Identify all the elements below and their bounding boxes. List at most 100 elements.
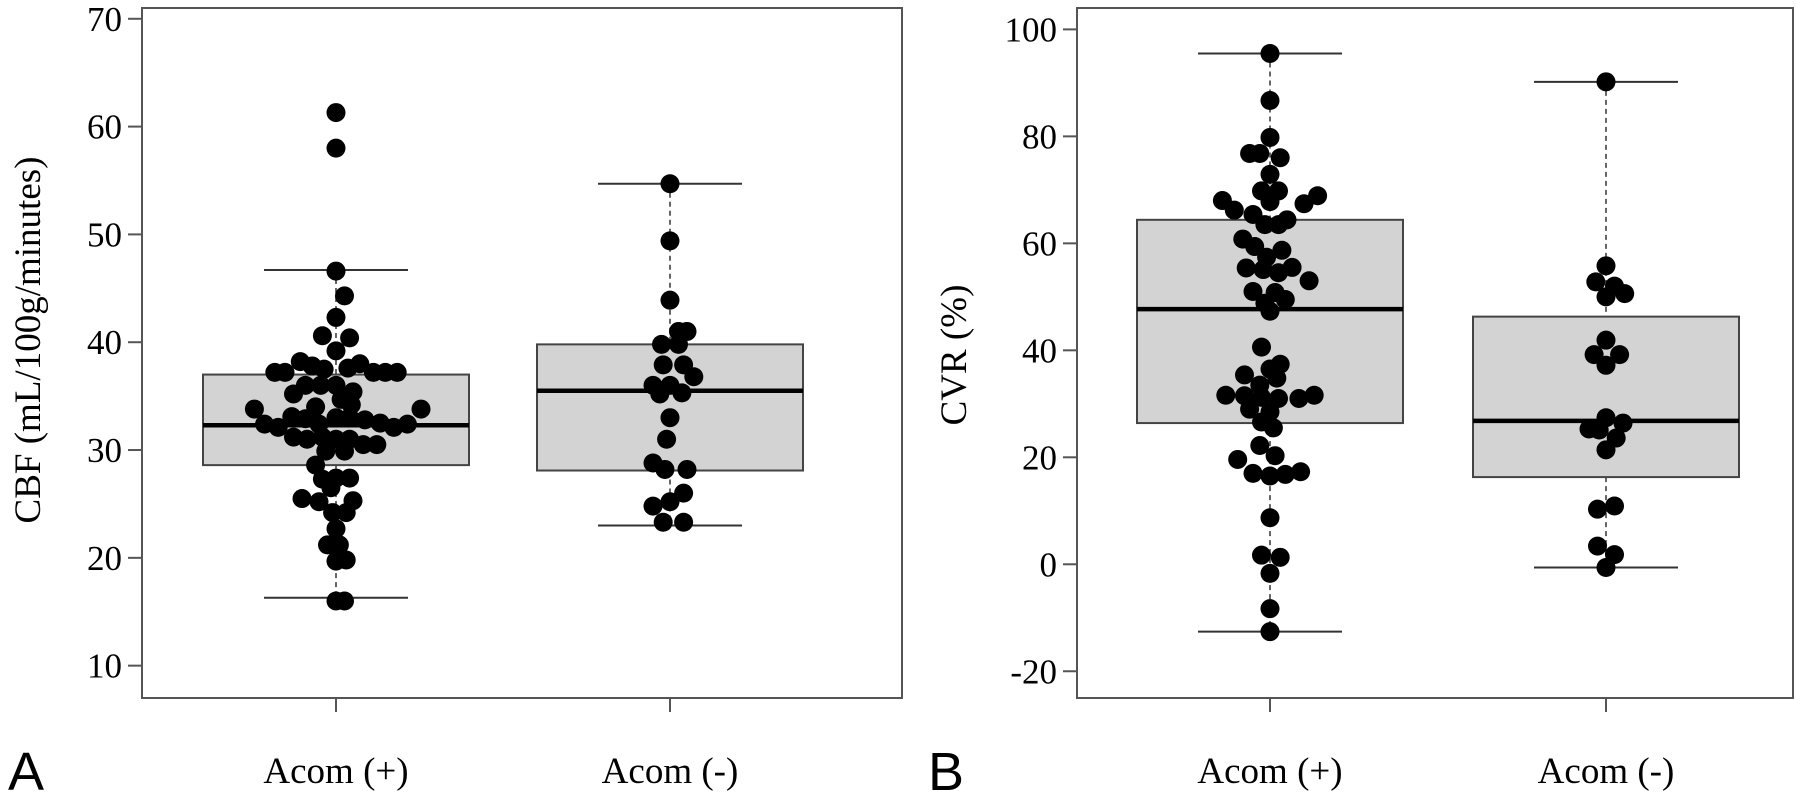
panel-b-y-tick-label: 0 — [1040, 545, 1058, 584]
panel-a-data-point — [316, 441, 336, 461]
panel-a-label: A — [8, 742, 44, 794]
panel-b-data-point — [1291, 462, 1311, 482]
panel-b-x-tick-label: Acom (-) — [1538, 751, 1675, 792]
panel-a-data-point — [326, 138, 346, 158]
panel-a-data-point — [284, 384, 303, 404]
panel-a-data-point — [326, 307, 346, 327]
panel-a-data-point — [653, 512, 673, 532]
panel-a-data-point — [669, 334, 688, 354]
panel-a-data-point — [411, 399, 431, 419]
panel-b-data-point — [1596, 72, 1616, 92]
panel-a-data-point — [244, 399, 264, 419]
panel-b-y-tick-label: -20 — [1010, 652, 1057, 691]
panel-b-data-point — [1294, 194, 1314, 214]
panel-a-data-point — [355, 410, 375, 430]
panel-a-data-point — [367, 435, 387, 455]
panel-b-data-point — [1289, 388, 1309, 408]
panel-b-data-point — [1588, 536, 1607, 556]
panel-a-data-point — [660, 174, 680, 194]
panel-b-data-point — [1589, 420, 1609, 440]
panel-b-data-point — [1270, 148, 1290, 168]
panel-a-data-point — [323, 503, 343, 523]
panel-a-data-point — [335, 286, 354, 306]
panel-b-data-point — [1224, 200, 1244, 220]
panel-b-data-point — [1240, 399, 1260, 419]
panel-b-data-point — [1304, 385, 1324, 405]
panel-b-data-point — [1272, 240, 1292, 260]
panel-a-data-point — [653, 355, 673, 375]
panel-b-data-point — [1263, 418, 1283, 438]
panel-a-data-point — [660, 290, 680, 310]
panel-b-data-point — [1269, 215, 1288, 235]
panel-b-data-point — [1260, 91, 1280, 111]
panel-a-data-point — [674, 512, 694, 532]
panel-a-y-tick-label: 50 — [87, 215, 122, 254]
panel-b-y-tick-label: 80 — [1022, 117, 1057, 156]
panel-a-data-point — [268, 417, 288, 437]
panel-a-data-point — [335, 591, 354, 611]
panel-a-data-point — [340, 328, 360, 348]
panel-b-data-point — [1252, 387, 1271, 407]
panel-a-y-tick-label: 30 — [87, 431, 122, 470]
panel-b-data-point — [1299, 271, 1319, 291]
panel-b-data-point — [1596, 557, 1616, 577]
panel-a-data-point — [643, 496, 663, 516]
panel-a-x-tick-label: Acom (+) — [263, 751, 408, 792]
panel-a-data-point — [340, 468, 360, 488]
panel-b-y-axis: -20 0 20 40 60 80 100 — [1005, 10, 1077, 691]
panel-b-data-point — [1267, 368, 1287, 388]
panel-b-data-point — [1615, 284, 1635, 304]
panel-b-data-point — [1260, 164, 1280, 184]
panel-a-data-point — [312, 326, 332, 346]
panel-b-x-tick-label: Acom (+) — [1197, 751, 1342, 792]
panel-b-data-point — [1275, 290, 1295, 310]
panel-b-data-point — [1613, 413, 1633, 433]
panel-a-data-point — [326, 103, 346, 123]
panel-b-label: B — [928, 742, 964, 794]
panel-b-data-point — [1265, 446, 1285, 466]
panel-a-data-point — [297, 429, 317, 449]
panel-b-data-point — [1243, 281, 1263, 301]
panel-b: -20 0 20 40 60 80 100 Acom (+) Acom (-) CVR (%)… — [928, 7, 1794, 794]
panel-a-data-point — [660, 492, 680, 512]
panel-a-data-point — [387, 362, 407, 382]
panel-a-data-point — [677, 459, 697, 479]
panel-b-points — [1212, 43, 1635, 642]
panel-a-data-point — [292, 489, 312, 509]
panel-b-data-point — [1596, 256, 1616, 276]
panel-a-data-point — [326, 261, 346, 281]
panel-b-data-point — [1250, 143, 1270, 163]
panel-a-y-axis-label: CBF (mL/100g/minutes) — [8, 157, 49, 524]
panel-b-data-point — [1236, 258, 1256, 278]
panel-a-y-tick-label: 20 — [87, 539, 122, 578]
panel-a-y-tick-label: 10 — [87, 647, 122, 686]
panel-a-data-point — [397, 414, 417, 434]
panel-b-data-point — [1260, 192, 1280, 212]
panel-a-data-point — [353, 435, 373, 455]
panel-a-data-point — [657, 429, 677, 449]
panel-a-data-point — [329, 535, 349, 555]
panel-a-data-point — [674, 483, 694, 503]
panel-a-data-point — [326, 519, 346, 539]
panel-a-data-point — [672, 383, 692, 403]
panel-b-data-point — [1260, 622, 1280, 642]
panel-a-data-point — [338, 358, 358, 378]
panel-b-data-point — [1250, 436, 1270, 456]
panel-b-y-tick-label: 100 — [1005, 10, 1058, 49]
panel-a-points — [244, 103, 704, 611]
panel-a-data-point — [326, 408, 346, 428]
panel-b-data-point — [1270, 547, 1290, 567]
panel-a-data-point — [660, 231, 680, 251]
panel-b-y-tick-label: 40 — [1022, 331, 1057, 370]
panel-b-data-point — [1216, 385, 1236, 405]
panel-b-data-point — [1252, 545, 1271, 565]
panel-b-data-point — [1586, 272, 1606, 292]
panel-b-data-point — [1260, 301, 1280, 321]
panel-a-data-point — [650, 384, 670, 404]
panel-a-data-point — [336, 503, 356, 523]
panel-a-data-point — [660, 408, 680, 428]
panel-b-data-point — [1596, 330, 1616, 350]
panel-b-x-axis: Acom (+) Acom (-) — [1197, 698, 1674, 792]
panel-b-data-point — [1253, 260, 1273, 280]
panel-a-y-tick-label: 70 — [87, 0, 122, 39]
